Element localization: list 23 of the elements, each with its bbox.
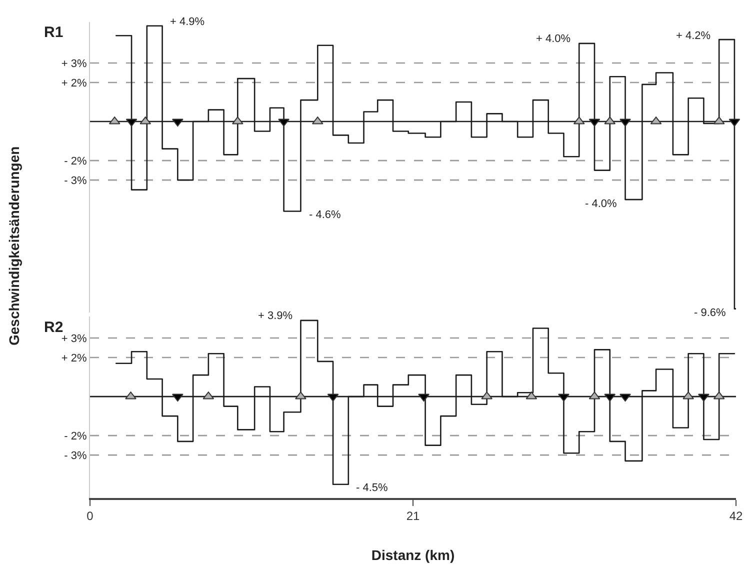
- annotation: - 4.5%: [356, 482, 388, 494]
- chart-title: R2: [44, 319, 64, 336]
- y-tick-label: + 3%: [61, 332, 88, 345]
- x-tick-label: 21: [406, 509, 420, 524]
- y-tick-label: - 2%: [64, 155, 88, 168]
- annotation: + 4.9%: [170, 16, 205, 28]
- annotation: + 4.0%: [536, 33, 571, 45]
- annotation: + 3.9%: [258, 310, 293, 322]
- x-axis-title: Distanz (km): [371, 546, 455, 563]
- y-tick-label: + 2%: [61, 352, 88, 364]
- y-tick-label: + 3%: [61, 58, 88, 70]
- y-tick-label: - 3%: [64, 174, 88, 187]
- y-tick-label: - 2%: [64, 430, 88, 442]
- x-tick-label: 0: [86, 509, 94, 524]
- annotation: - 4.0%: [585, 198, 618, 210]
- y-tick-label: + 2%: [61, 77, 88, 90]
- annotation: - 4.6%: [309, 209, 342, 221]
- annotation: + 4.2%: [676, 30, 711, 42]
- y-tick-label: - 3%: [64, 450, 88, 462]
- chart-title: R1: [44, 24, 64, 41]
- annotation: - 9.6%: [694, 307, 726, 319]
- y-axis-title: Geschwindigkeitsänderungen: [6, 146, 22, 346]
- x-tick-label: 42: [729, 509, 743, 524]
